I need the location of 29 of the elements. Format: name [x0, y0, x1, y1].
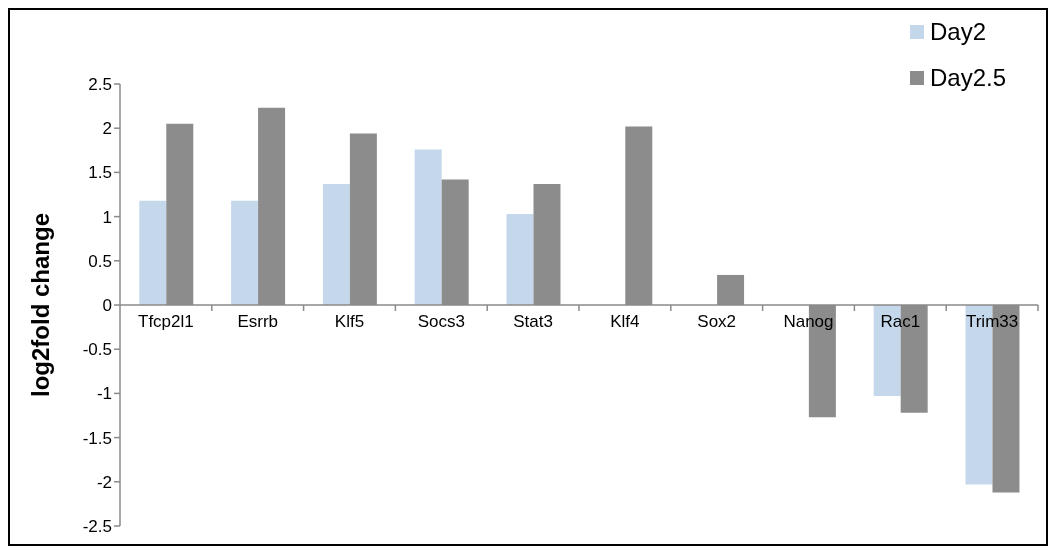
bar — [322, 183, 350, 305]
x-tick-label: Stat3 — [513, 312, 553, 331]
x-tick-label: Nanog — [783, 312, 834, 331]
y-tick-label: 0 — [102, 296, 112, 316]
y-tick-label: -1 — [96, 384, 112, 404]
legend-label: Day2 — [929, 18, 986, 46]
bar — [231, 200, 259, 305]
y-tick-label: -1.5 — [82, 428, 112, 448]
x-tick-label: Tfcp2l1 — [138, 312, 194, 331]
y-tick-label: -0.5 — [82, 340, 112, 360]
x-tick-label: Trim33 — [965, 312, 1019, 331]
y-tick-label: 2.5 — [88, 75, 112, 95]
x-tick-label: Klf4 — [610, 312, 640, 331]
bar — [139, 200, 167, 305]
x-tick-label: Sox2 — [697, 312, 737, 331]
x-tick-label: Rac1 — [880, 312, 921, 331]
y-tick-label: -2 — [96, 472, 112, 492]
bar — [414, 149, 442, 305]
x-tick-label: Klf5 — [334, 312, 365, 331]
y-tick-label: 0.5 — [88, 251, 112, 271]
y-tick-label: 2 — [102, 119, 112, 139]
x-tick-label: Esrrb — [237, 312, 279, 331]
x-tick-label: Socs3 — [417, 312, 465, 331]
y-tick-label: 1 — [102, 207, 112, 227]
y-tick-label: 1.5 — [88, 163, 112, 183]
y-axis-title: log2fold change — [26, 212, 54, 398]
y-tick-label: -2.5 — [82, 517, 112, 537]
bar — [506, 213, 534, 305]
legend-label: Day2.5 — [929, 64, 1006, 92]
